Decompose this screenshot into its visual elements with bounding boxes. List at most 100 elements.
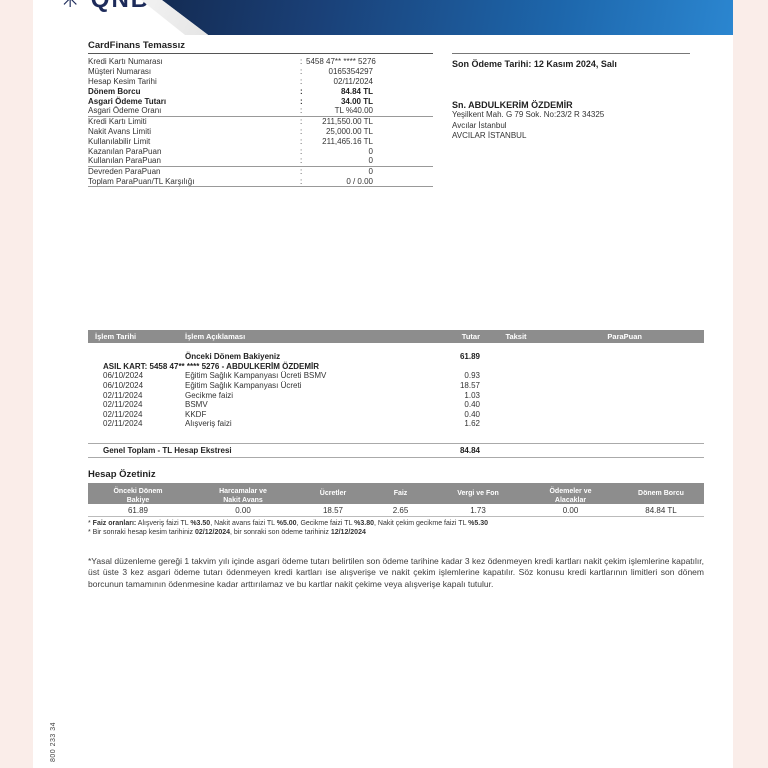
transactions-column-header: ParaPuan [607, 332, 642, 341]
transaction-description: Gecikme faizi [185, 390, 234, 400]
legal-disclaimer: *Yasal düzenleme gereği 1 takvim yılı iç… [88, 556, 704, 589]
colon-separator: : [300, 146, 303, 156]
account-info-label: Kazanılan ParaPuan [88, 146, 162, 156]
account-info-row: Asgari Ödeme Tutarı: 34.00 TL [88, 96, 433, 106]
transaction-amount: 0.40 [464, 409, 480, 419]
transaction-row: 02/11/2024 Alışveriş faizi 1.62 [88, 419, 704, 429]
customer-address-line1: Yeşilkent Mah. G 79 Sok. No:23/2 R 34325 [452, 110, 605, 119]
colon-separator: : [300, 57, 303, 67]
account-info-label: Devreden ParaPuan [88, 167, 161, 177]
account-info-row: Kazanılan ParaPuan: 0 [88, 146, 433, 156]
summary-column-header: Faiz [393, 490, 408, 497]
account-info-row: Kullanılabilir Limit: 211,465.16 TL [88, 136, 433, 146]
colon-separator: : [300, 67, 303, 77]
footnote-segment: * Bir sonraki hesap kesim tarihiniz [88, 528, 195, 536]
account-info-row: Nakit Avans Limiti: 25,000.00 TL [88, 127, 433, 137]
summary-column-value: 18.57 [322, 505, 344, 515]
total-amount: 84.84 [459, 445, 480, 455]
qnb-logo-text: ✳ QNB [60, 0, 185, 13]
footnote-bold-segment: %5.00 [276, 520, 297, 527]
account-info-label: Kredi Kartı Numarası [88, 57, 163, 67]
footnote-segment: , Nakit avans faizi TL [210, 520, 277, 527]
transaction-description: Eğitim Sağlık Kampanyası Ücreti BSMV [185, 371, 327, 381]
colon-separator: : [300, 76, 303, 86]
transaction-amount: 18.57 [459, 381, 480, 391]
account-info-value: 0 [368, 156, 373, 166]
footnote-bold-segment: %3.80 [354, 520, 375, 527]
transaction-amount: 1.62 [464, 419, 480, 429]
account-info-row: Asgari Ödeme Oranı: TL %40.00 [88, 106, 433, 117]
summary-column-value: 61.89 [127, 505, 149, 515]
summary-column-value: 84.84 TL [645, 505, 677, 515]
transaction-row: 02/11/2024 Gecikme faizi 1.03 [88, 390, 704, 400]
account-info-section: CardFinans Temassız Kredi Kartı Numarası… [88, 40, 433, 188]
colon-separator: : [300, 117, 303, 127]
account-info-value: 0 [368, 146, 373, 156]
due-date-line: Son Ödeme Tarihi: 12 Kasım 2024, Salı [452, 59, 617, 69]
account-info-row: Kullanılan ParaPuan: 0 [88, 156, 433, 167]
transactions-body: Önceki Dönem Bakiyeniz 61.89 ASIL KART: 54… [88, 352, 704, 429]
transactions-total-row: Genel Toplam - TL Hesap Ekstresi 84.84 [88, 442, 704, 458]
transaction-amount: 1.03 [464, 390, 480, 400]
account-info-value: 0165354297 [328, 67, 374, 77]
transaction-description: Eğitim Sağlık Kampanyası Ücreti [185, 381, 302, 391]
account-info-label: Müşteri Numarası [88, 67, 152, 77]
account-info-value: 5458 47** **** 5276 [306, 57, 376, 67]
account-info-label: Kullanılabilir Limit [88, 136, 151, 146]
transaction-row: 02/11/2024 KKDF 0.40 [88, 410, 704, 420]
transaction-date: 02/11/2024 [103, 419, 143, 429]
summary-title: Hesap Özetiniz [88, 469, 156, 480]
account-info-value: TL %40.00 [334, 106, 373, 116]
account-info-value: 84.84 TL [340, 86, 373, 96]
banner-blue-gradient [161, 0, 733, 35]
account-info-label: Kullanılan ParaPuan [88, 156, 161, 166]
customer-address-line3: AVCILAR İSTANBUL [452, 131, 527, 140]
transaction-description: Alışveriş faizi [185, 419, 232, 429]
card-group-label: ASIL KART: 5458 47** **** 5276 - ABDULKE… [103, 361, 320, 371]
transaction-row: 06/10/2024 Eğitim Sağlık Kampanyası Ücret… [88, 381, 704, 391]
colon-separator: : [300, 106, 303, 116]
customer-name: Sn. ABDULKERİM ÖZDEMİR [452, 100, 573, 110]
footnotes: * Faiz oranları: Alışveriş faizi TL %3.5… [88, 520, 708, 538]
colon-separator: : [300, 96, 303, 106]
footnote-bold-segment: %5.30 [468, 520, 489, 527]
transaction-date: 02/11/2024 [103, 400, 143, 410]
transactions-column-header: İşlem Tarihi [95, 332, 137, 341]
account-info-value: 0 / 0.00 [346, 176, 373, 186]
total-label: Genel Toplam - TL Hesap Ekstresi [103, 445, 232, 455]
transaction-row: 02/11/2024 BSMV 0.40 [88, 400, 704, 410]
footnote-bold-segment: %3.50 [190, 520, 211, 527]
summary-column-header: Ödemeler ve Alacaklar [549, 488, 592, 504]
transaction-amount: 0.93 [464, 371, 480, 381]
footnote-bold-segment: Faiz oranları: [92, 520, 137, 527]
account-info-table: Kredi Kartı Numarası:5458 47** **** 5276… [88, 57, 433, 188]
prev-balance-description: Önceki Dönem Bakiyeniz [185, 352, 281, 362]
account-info-row: Hesap Kesim Tarihi: 02/11/2024 [88, 77, 433, 87]
form-code-vertical: 800 233 34 [50, 721, 57, 762]
account-info-label: Asgari Ödeme Oranı [88, 106, 162, 116]
summary-column-header: Ücretler [319, 490, 347, 497]
colon-separator: : [300, 86, 303, 96]
summary-column-value: 2.65 [392, 505, 409, 515]
transactions-column-header: Taksit [505, 332, 527, 341]
account-info-label: Asgari Ödeme Tutarı [88, 96, 167, 106]
transaction-date: 06/10/2024 [103, 371, 144, 381]
summary-column-header: Vergi ve Fon [457, 490, 499, 497]
footnote-segment: , bir sonraki son ödeme tarihiniz [230, 528, 331, 536]
transactions-header-row: İşlem Tarihi İşlem Açıklaması Tutar Taksit P… [88, 330, 704, 343]
transaction-date: 02/11/2024 [103, 409, 143, 419]
account-info-label: Dönem Borcu [88, 86, 141, 96]
account-info-label: Nakit Avans Limiti [88, 126, 151, 136]
previous-balance-row: Önceki Dönem Bakiyeniz 61.89 [88, 352, 704, 362]
transaction-date: 02/11/2024 [103, 390, 143, 400]
summary-header-row: Önceki Dönem Bakiye Harcamalar ve Nakit Ava… [88, 483, 704, 504]
customer-address-block: Sn. ABDULKERİM ÖZDEMİR Yeşilkent Mah. G … [452, 100, 690, 142]
account-info-value: 02/11/2024 [333, 76, 373, 86]
colon-separator: : [300, 167, 303, 177]
summary-column-header: Önceki Dönem Bakiye [113, 488, 163, 504]
colon-separator: : [300, 176, 303, 186]
account-info-row: Dönem Borcu: 84.84 TL [88, 86, 433, 96]
summary-values-row: 61.89 0.00 18.57 2.65 1.73 0.00 84.84 TL [88, 504, 704, 517]
account-info-value: 211,465.16 TL [322, 136, 373, 146]
